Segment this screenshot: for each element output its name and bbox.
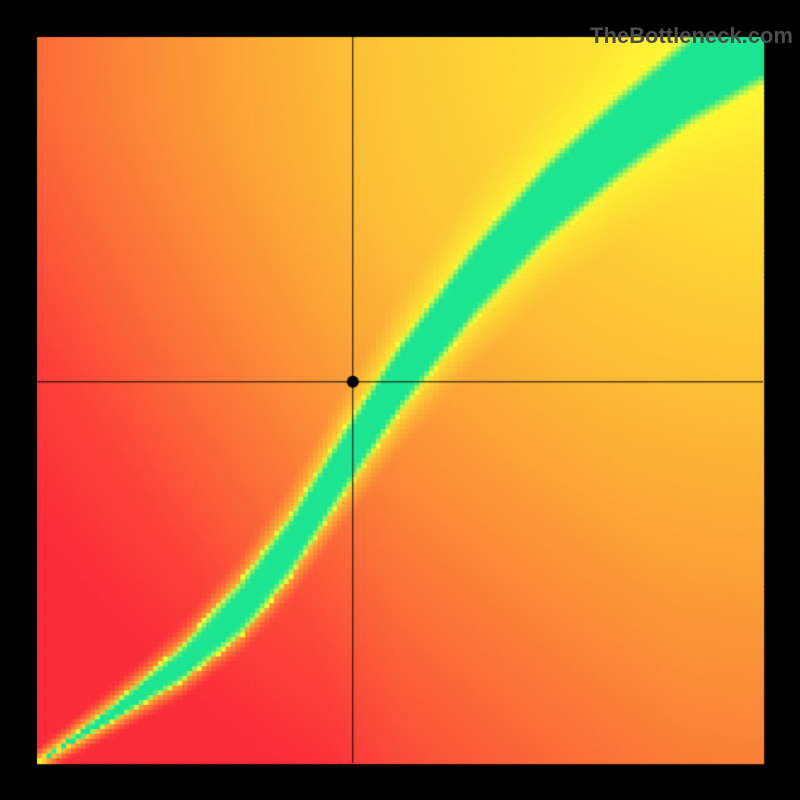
watermark-text: TheBottleneck.com [590, 23, 793, 49]
chart-container [0, 0, 800, 800]
bottleneck-heatmap [0, 0, 800, 800]
